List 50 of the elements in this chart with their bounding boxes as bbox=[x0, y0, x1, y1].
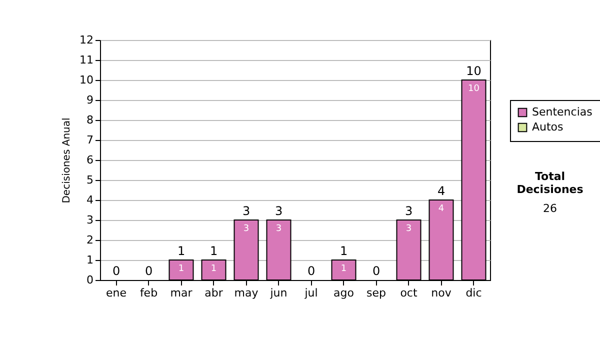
y-tick-label: 0 bbox=[86, 274, 94, 286]
x-tick-label: jun bbox=[269, 286, 288, 300]
total-label: 3 bbox=[274, 204, 283, 218]
total-label: 1 bbox=[177, 244, 186, 258]
text: 26 bbox=[542, 202, 558, 215]
total-label: 0 bbox=[307, 264, 316, 278]
total-label: 0 bbox=[372, 264, 380, 278]
y-tick-label: 1 bbox=[86, 254, 94, 266]
total-label: 0 bbox=[112, 264, 120, 278]
data-label: 1 bbox=[178, 264, 184, 274]
data-label: 3 bbox=[276, 224, 282, 234]
y-tick-label: 9 bbox=[86, 94, 94, 106]
total-label: 1 bbox=[340, 244, 348, 258]
data-label: 4 bbox=[438, 204, 444, 214]
x-tick-label: jul bbox=[304, 286, 318, 300]
legend-label: Autos bbox=[532, 120, 564, 134]
y-tick-label: 3 bbox=[86, 214, 94, 226]
y-axis-title: Decisiones Anual bbox=[62, 118, 73, 204]
total-label: 1 bbox=[210, 244, 218, 258]
x-tick-label: nov bbox=[431, 286, 452, 300]
x-tick-label: ago bbox=[334, 286, 354, 300]
data-label: 3 bbox=[243, 224, 250, 234]
y-tick-label: 8 bbox=[86, 114, 94, 126]
total-label: 10 bbox=[466, 64, 482, 78]
data-label: 1 bbox=[340, 264, 347, 274]
y-tick-label: 6 bbox=[86, 154, 94, 166]
y-tick-label: 2 bbox=[86, 234, 94, 246]
x-tick-label: oct bbox=[400, 286, 418, 300]
data-label: 3 bbox=[406, 224, 412, 234]
x-tick-label: abr bbox=[204, 286, 224, 300]
total-label: 0 bbox=[144, 264, 153, 278]
x-tick-label: dic bbox=[466, 286, 482, 300]
text: Total Decisiones bbox=[516, 170, 584, 196]
x-tick-label: ene bbox=[106, 286, 127, 300]
y-tick-label: 7 bbox=[86, 134, 94, 146]
y-tick-label: 12 bbox=[80, 34, 94, 46]
y-tick-label: 4 bbox=[86, 194, 94, 206]
total-label: 3 bbox=[242, 204, 250, 218]
x-tick-label: may bbox=[234, 286, 259, 300]
total-label: 3 bbox=[404, 204, 413, 218]
y-tick-label: 10 bbox=[80, 74, 94, 86]
data-label: 10 bbox=[468, 84, 480, 94]
data-label: 1 bbox=[210, 264, 217, 274]
x-tick-label: feb bbox=[140, 286, 158, 300]
total-label: 4 bbox=[437, 184, 446, 198]
y-tick-label: 11 bbox=[80, 54, 94, 66]
x-tick-label: sep bbox=[366, 286, 386, 300]
legend-label: Sentencias bbox=[532, 106, 593, 118]
y-tick-label: 5 bbox=[86, 174, 94, 186]
x-tick-label: mar bbox=[170, 286, 193, 300]
